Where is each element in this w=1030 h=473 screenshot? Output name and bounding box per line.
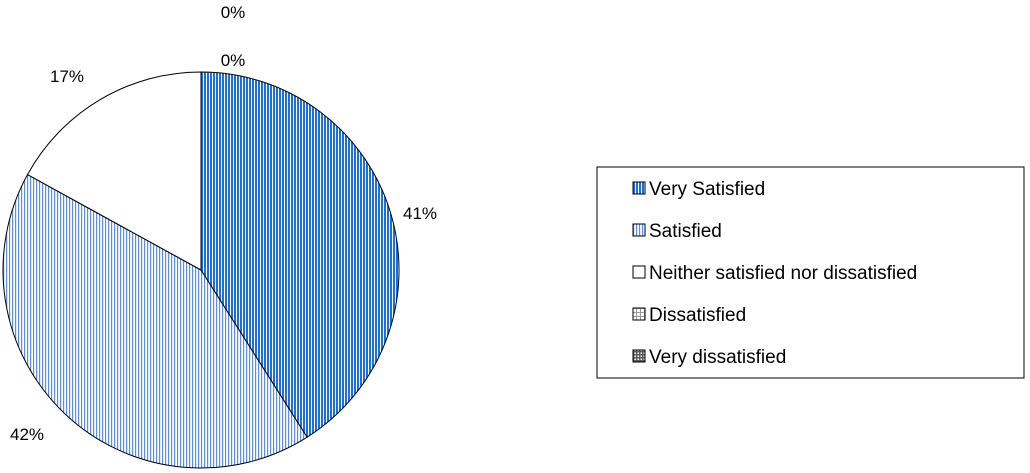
legend-label-neither-satisfied-nor-dissatisfied: Neither satisfied nor dissatisfied xyxy=(649,263,917,284)
pie-value-labels: 41% 42% 17% 0% 0% xyxy=(10,3,437,444)
pie-slice-very-satisfied xyxy=(200,71,400,438)
legend-swatch-neither-satisfied-nor-dissatisfied xyxy=(632,265,646,279)
pie-label-neither-satisfied-nor-dissatisfied: 17% xyxy=(50,67,84,86)
pie-slices xyxy=(2,71,400,469)
legend-swatch-satisfied xyxy=(632,223,646,237)
legend-swatch-dissatisfied xyxy=(632,307,646,321)
pie-label-very-satisfied: 41% xyxy=(403,204,437,223)
legend-label-very-satisfied: Very Satisfied xyxy=(649,179,765,200)
pie-slice-satisfied xyxy=(2,173,308,469)
legend-swatch-very-dissatisfied xyxy=(632,349,646,363)
legend-box xyxy=(596,166,1025,379)
pie-label-very-dissatisfied: 0% xyxy=(221,3,246,22)
pie-label-satisfied: 42% xyxy=(10,425,44,444)
pie-slice-neither-satisfied-nor-dissatisfied xyxy=(26,71,202,271)
legend-label-dissatisfied: Dissatisfied xyxy=(649,305,746,326)
pie-label-dissatisfied: 0% xyxy=(221,51,246,70)
legend-label-satisfied: Satisfied xyxy=(649,221,722,242)
legend-label-very-dissatisfied: Very dissatisfied xyxy=(649,347,786,368)
chart-legend: Very Satisfied Satisfied Neither satisfied… xyxy=(596,166,1025,379)
legend-swatch-very-satisfied xyxy=(632,181,646,195)
